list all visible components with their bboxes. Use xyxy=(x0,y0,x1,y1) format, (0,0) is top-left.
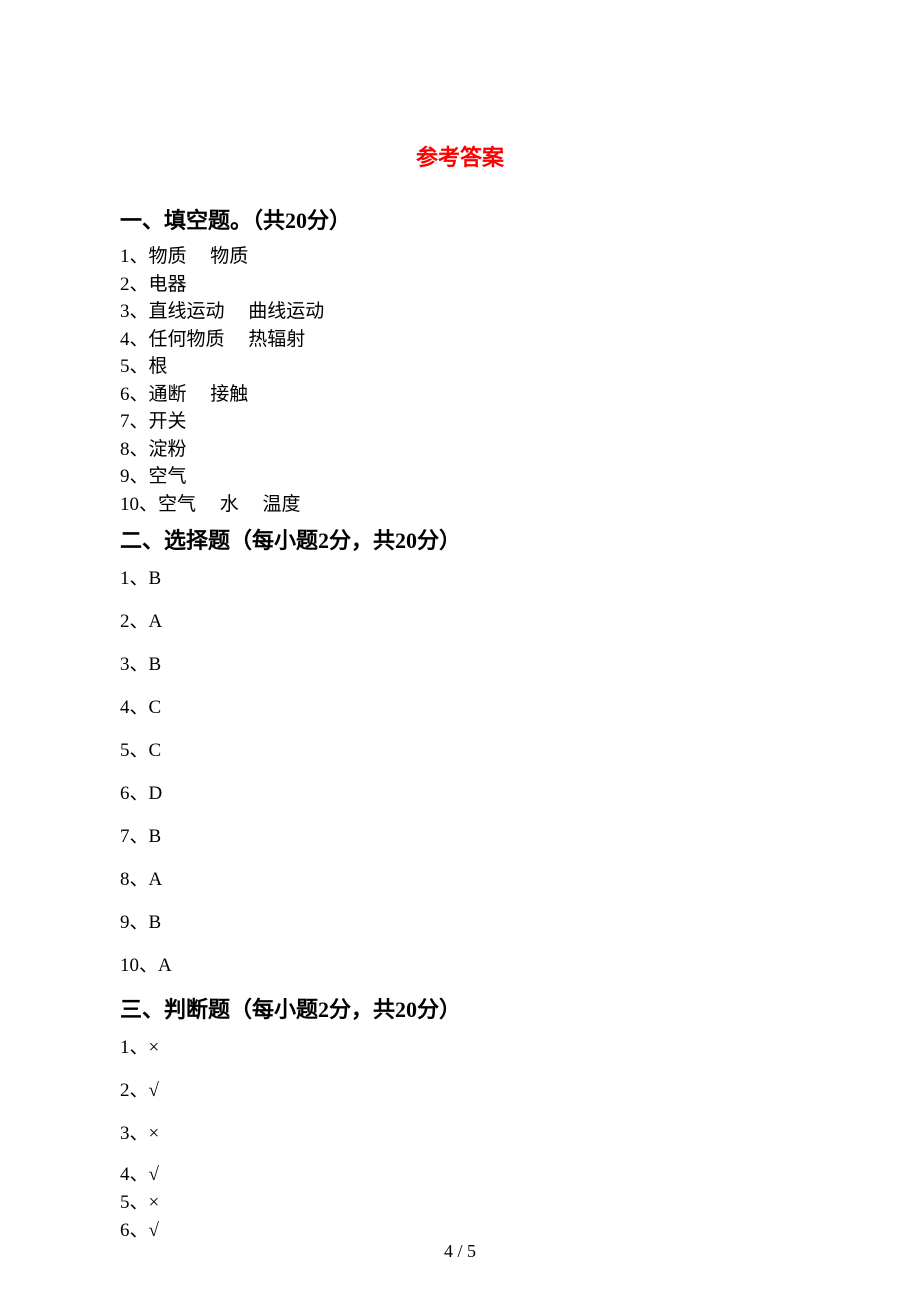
answer-1-9: 9、空气 xyxy=(120,463,800,491)
answer-3-6: 6、√ xyxy=(120,1217,800,1245)
answer-2-6: 6、D xyxy=(120,778,800,805)
answer-2-5: 5、C xyxy=(120,735,800,762)
section-3-header: 三、判断题（每小题2分，共20分） xyxy=(120,993,800,1026)
answer-2-2: 2、A xyxy=(120,606,800,633)
answer-3-5: 5、× xyxy=(120,1189,800,1217)
answer-2-9: 9、B xyxy=(120,907,800,934)
answer-1-6: 6、通断 接触 xyxy=(120,381,800,409)
answer-2-7: 7、B xyxy=(120,821,800,848)
answer-2-1: 1、B xyxy=(120,563,800,590)
answer-2-4: 4、C xyxy=(120,692,800,719)
section-1-header: 一、填空题。（共20分） xyxy=(120,204,800,237)
answer-2-8: 8、A xyxy=(120,864,800,891)
answer-3-3: 3、× xyxy=(120,1118,800,1145)
answer-2-10: 10、A xyxy=(120,950,800,977)
answer-1-1: 1、物质 物质 xyxy=(120,243,800,271)
answer-1-10: 10、空气 水 温度 xyxy=(120,491,800,519)
answer-1-5: 5、根 xyxy=(120,353,800,381)
document-title: 参考答案 xyxy=(120,140,800,172)
answer-1-8: 8、淀粉 xyxy=(120,436,800,464)
answer-1-3: 3、直线运动 曲线运动 xyxy=(120,298,800,326)
answer-3-2: 2、√ xyxy=(120,1075,800,1102)
answer-3-4: 4、√ xyxy=(120,1161,800,1189)
answer-2-3: 3、B xyxy=(120,649,800,676)
section-true-false: 三、判断题（每小题2分，共20分） 1、× 2、√ 3、× 4、√ 5、× 6、… xyxy=(120,993,800,1244)
section-2-header: 二、选择题（每小题2分，共20分） xyxy=(120,524,800,557)
answer-1-2: 2、电器 xyxy=(120,271,800,299)
answer-3-1: 1、× xyxy=(120,1032,800,1059)
answer-1-4: 4、任何物质 热辐射 xyxy=(120,326,800,354)
page-number: 4 / 5 xyxy=(0,1241,920,1262)
section-multiple-choice: 二、选择题（每小题2分，共20分） 1、B 2、A 3、B 4、C 5、C 6、… xyxy=(120,524,800,977)
section-fill-blanks: 一、填空题。（共20分） 1、物质 物质 2、电器 3、直线运动 曲线运动 4、… xyxy=(120,204,800,518)
answer-1-7: 7、开关 xyxy=(120,408,800,436)
